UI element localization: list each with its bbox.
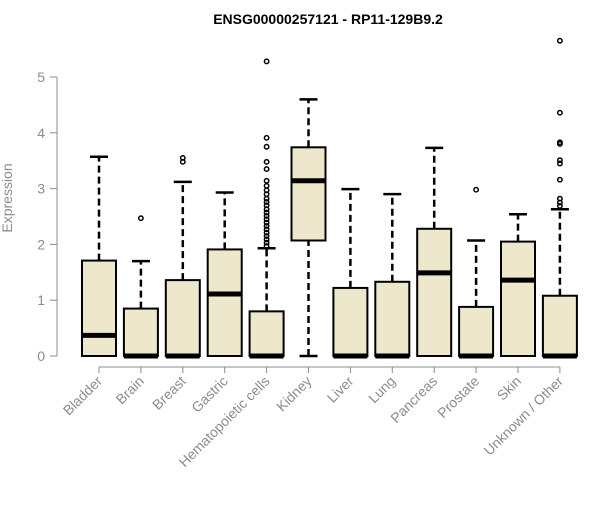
x-tick-label: Unknown / Other — [480, 373, 566, 459]
box — [416, 227, 453, 357]
outlier-point — [263, 229, 270, 236]
outlier-point — [556, 202, 563, 209]
box — [374, 280, 411, 358]
outlier-point — [263, 236, 270, 243]
outlier-point — [137, 215, 144, 222]
y-tick-label: 4 — [37, 125, 45, 141]
x-tick-label: Skin — [494, 373, 525, 404]
y-axis: 0 1 2 3 4 5 — [37, 69, 58, 364]
y-tick-label: 1 — [37, 292, 45, 308]
y-axis-label: Expression — [0, 163, 15, 232]
box-group — [164, 154, 201, 359]
box-group — [206, 191, 243, 357]
outlier-point — [263, 239, 270, 246]
box-group — [290, 98, 327, 358]
outlier-point — [263, 177, 270, 184]
box — [248, 310, 285, 357]
box-group — [500, 213, 536, 357]
outlier-point — [263, 226, 270, 233]
outlier-point — [556, 109, 563, 116]
box — [458, 305, 495, 357]
outlier-point — [556, 157, 563, 164]
box — [500, 240, 536, 357]
outlier-point — [263, 143, 270, 150]
x-tick-label: Breast — [149, 373, 189, 413]
box — [164, 279, 201, 357]
outlier-point — [556, 199, 563, 206]
outlier-point — [263, 134, 270, 141]
y-tick-label: 0 — [37, 348, 45, 364]
y-tick-label: 5 — [37, 69, 45, 85]
x-tick-label: Brain — [113, 373, 147, 407]
x-tick-label: Lung — [365, 373, 398, 406]
outlier-point — [263, 219, 270, 226]
plot-area — [81, 37, 578, 359]
outlier-point — [263, 243, 270, 250]
outlier-point — [556, 141, 563, 147]
outlier-point — [263, 166, 270, 173]
box-group — [81, 155, 117, 357]
outlier-point — [263, 212, 270, 219]
outlier-point — [263, 223, 270, 229]
outlier-point — [263, 158, 270, 165]
outlier-point — [263, 233, 270, 239]
box-group — [248, 58, 285, 359]
box-group — [416, 146, 453, 357]
outlier-point — [263, 216, 270, 223]
outlier-point — [263, 58, 270, 65]
x-tick-label: Liver — [324, 373, 357, 406]
box-group — [458, 186, 495, 359]
outlier-point — [263, 195, 270, 202]
box-group — [374, 192, 411, 359]
box — [122, 307, 159, 358]
outlier-point — [556, 160, 563, 167]
chart-title: ENSG00000257121 - RP11-129B9.2 — [213, 11, 443, 27]
x-tick-label: Kidney — [273, 373, 315, 415]
y-tick-label: 3 — [37, 181, 45, 197]
outlier-point — [179, 154, 186, 161]
x-tick-label: Prostate — [434, 373, 482, 421]
box — [332, 286, 369, 358]
x-tick-label: Pancreas — [387, 373, 440, 426]
box — [290, 146, 327, 242]
y-tick-label: 2 — [37, 236, 45, 252]
box-group — [541, 37, 578, 359]
outlier-point — [556, 176, 563, 183]
box — [206, 248, 243, 357]
box-group — [122, 215, 159, 359]
outlier-point — [473, 186, 480, 193]
outlier-point — [263, 209, 270, 216]
box — [81, 259, 117, 357]
box — [541, 294, 578, 357]
outlier-point — [263, 199, 270, 205]
box-group — [332, 187, 369, 359]
x-tick-label: Bladder — [60, 373, 106, 419]
outlier-point — [263, 206, 270, 213]
outlier-point — [556, 37, 563, 44]
